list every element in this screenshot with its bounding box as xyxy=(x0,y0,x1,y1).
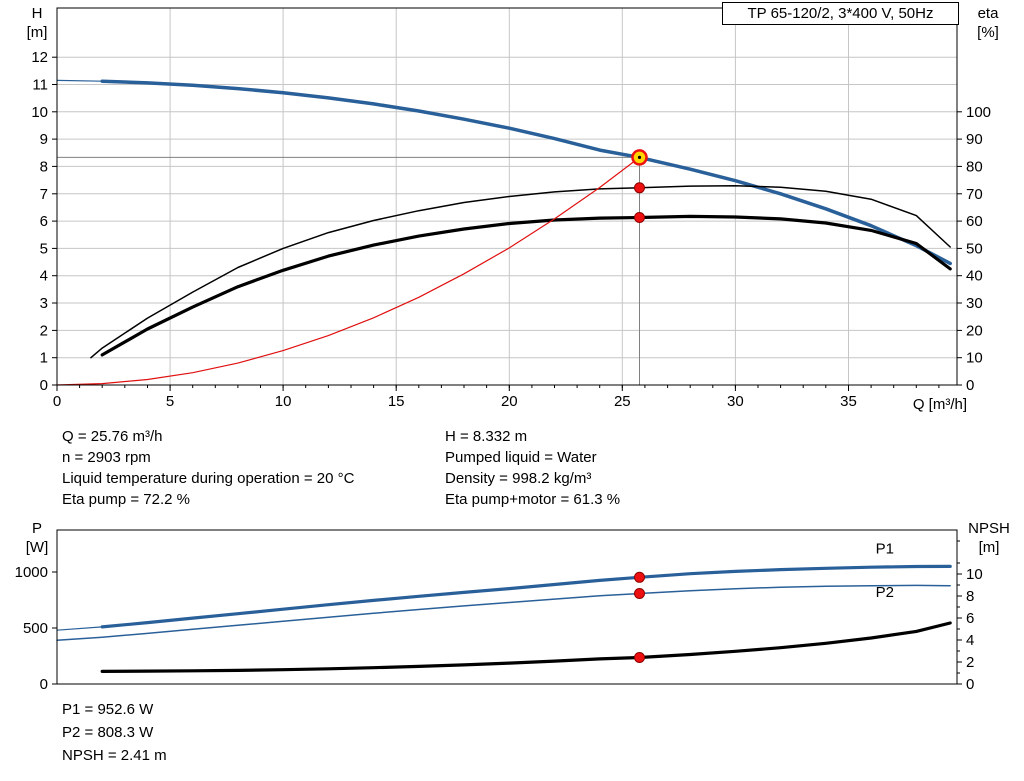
eta-axis-unit: [%] xyxy=(977,24,999,41)
duty-point-center xyxy=(637,155,642,159)
x-tick-label: 10 xyxy=(275,393,292,410)
y-right-tick-label: 0 xyxy=(966,377,974,394)
npsh-axis-title: NPSH [m] xyxy=(958,519,1020,557)
operating-info-left: Q = 25.76 m³/h n = 2903 rpm Liquid tempe… xyxy=(62,426,354,510)
h-axis-title: H [m] xyxy=(18,4,56,42)
y-right-tick-label: 10 xyxy=(966,350,983,367)
npsh-axis-name: NPSH xyxy=(968,520,1010,537)
p1-curve xyxy=(100,564,952,629)
info-liquid-temperature: Liquid temperature during operation = 20… xyxy=(62,470,355,487)
x-tick-label: 5 xyxy=(166,393,174,410)
info-eta-pump: Eta pump = 72.2 % xyxy=(62,491,190,508)
qh-curve xyxy=(100,79,952,266)
eta-pump-motor-point xyxy=(634,212,645,223)
y-right-tick-label: 6 xyxy=(966,610,974,627)
y-left-tick-label: 10 xyxy=(31,104,48,121)
eta-pump-motor-curve xyxy=(100,214,952,357)
y-right-tick-label: 4 xyxy=(966,632,974,649)
y-right-tick-label: 90 xyxy=(966,131,983,148)
result-block: P1 = 952.6 W P2 = 808.3 W NPSH = 2.41 m xyxy=(62,698,167,767)
y-right-tick-label: 80 xyxy=(966,158,983,175)
p2-curve xyxy=(56,584,951,642)
y-left-tick-label: 0 xyxy=(40,377,48,394)
y-left-tick-label: 4 xyxy=(40,268,48,285)
p-axis-unit: [W] xyxy=(25,539,49,556)
y-left-tick-label: 2 xyxy=(40,322,48,339)
y-right-tick-label: 50 xyxy=(966,240,983,257)
npsh-axis-unit: [m] xyxy=(978,539,1000,556)
y-left-tick-label: 1000 xyxy=(15,564,48,581)
y-left-tick-label: 6 xyxy=(40,213,48,230)
y-left-tick-label: 12 xyxy=(31,49,48,66)
y-left-tick-label: 3 xyxy=(40,295,48,312)
y-left-tick-label: 0 xyxy=(40,676,48,693)
eta-pump-curve xyxy=(90,185,951,359)
y-left-tick-label: 5 xyxy=(40,240,48,257)
x-tick-label: 15 xyxy=(388,393,405,410)
p1-curve-label: P1 xyxy=(876,541,894,558)
y-right-tick-label: 30 xyxy=(966,295,983,312)
p-axis-title: P [W] xyxy=(18,519,56,557)
info-flow: Q = 25.76 m³/h xyxy=(62,428,163,445)
y-right-tick-label: 40 xyxy=(966,268,983,285)
h-axis-unit: [m] xyxy=(26,24,48,41)
x-tick-label: 0 xyxy=(53,393,61,410)
info-density: Density = 998.2 kg/m³ xyxy=(445,470,592,487)
eta-pump-point xyxy=(634,182,645,194)
y-right-tick-label: 60 xyxy=(966,213,983,230)
y-right-tick-label: 100 xyxy=(966,104,991,121)
p1-curve-lead xyxy=(56,626,103,631)
x-tick-label: 35 xyxy=(840,393,857,410)
x-tick-label: 20 xyxy=(501,393,518,410)
h-axis-name: H xyxy=(31,5,43,22)
y-left-tick-label: 8 xyxy=(40,158,48,175)
info-head: H = 8.332 m xyxy=(445,428,528,445)
npsh-curve xyxy=(100,621,952,674)
y-right-tick-label: 70 xyxy=(966,186,983,203)
eta-axis-title: eta [%] xyxy=(964,4,1012,42)
system-curve xyxy=(56,156,641,386)
y-left-tick-label: 500 xyxy=(23,620,48,637)
npsh-point xyxy=(634,652,645,663)
plot-frame xyxy=(56,529,958,685)
qh-curve-lead xyxy=(56,79,103,82)
y-right-tick-label: 2 xyxy=(966,654,974,671)
y-right-tick-label: 10 xyxy=(966,566,983,583)
plot-frame xyxy=(56,7,958,386)
x-tick-label: 30 xyxy=(727,393,744,410)
y-left-tick-label: 7 xyxy=(40,186,48,203)
pump-model-title: TP 65-120/2, 3*400 V, 50Hz xyxy=(722,2,959,25)
result-p2: P2 = 808.3 W xyxy=(62,724,154,741)
info-pumped-liquid: Pumped liquid = Water xyxy=(445,449,597,466)
y-left-tick-label: 1 xyxy=(40,350,48,367)
result-p1: P1 = 952.6 W xyxy=(62,701,154,718)
y-right-tick-label: 8 xyxy=(966,588,974,605)
q-axis-title: Q [m³/h] xyxy=(912,396,967,413)
info-speed: n = 2903 rpm xyxy=(62,449,151,466)
p2-curve-label: P2 xyxy=(876,584,894,601)
p1-point xyxy=(634,571,645,583)
x-tick-label: 25 xyxy=(614,393,631,410)
p2-point xyxy=(634,588,645,599)
y-left-tick-label: 11 xyxy=(32,77,48,94)
p-axis-name: P xyxy=(31,520,42,537)
operating-info-right: H = 8.332 m Pumped liquid = Water Densit… xyxy=(445,426,620,510)
result-npsh: NPSH = 2.41 m xyxy=(62,747,167,764)
info-eta-pump-motor: Eta pump+motor = 61.3 % xyxy=(445,491,621,508)
y-right-tick-label: 0 xyxy=(966,676,974,693)
y-left-tick-label: 9 xyxy=(40,131,48,148)
eta-axis-name: eta xyxy=(977,5,999,22)
y-right-tick-label: 20 xyxy=(966,322,983,339)
